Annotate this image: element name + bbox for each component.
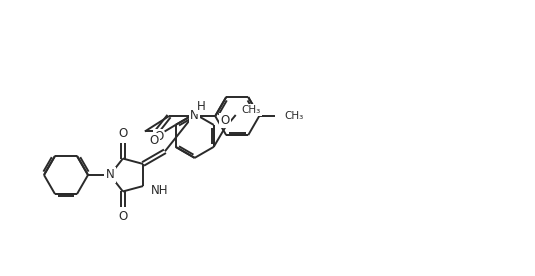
- Text: N: N: [105, 169, 114, 182]
- Text: H: H: [197, 100, 205, 113]
- Text: O: O: [118, 210, 127, 223]
- Text: NH: NH: [151, 184, 169, 197]
- Text: O: O: [118, 127, 127, 140]
- Text: O: O: [149, 134, 158, 147]
- Text: CH₃: CH₃: [242, 105, 261, 115]
- Text: CH₃: CH₃: [285, 111, 304, 121]
- Text: O: O: [154, 130, 163, 143]
- Text: N: N: [190, 108, 198, 122]
- Text: O: O: [220, 114, 230, 127]
